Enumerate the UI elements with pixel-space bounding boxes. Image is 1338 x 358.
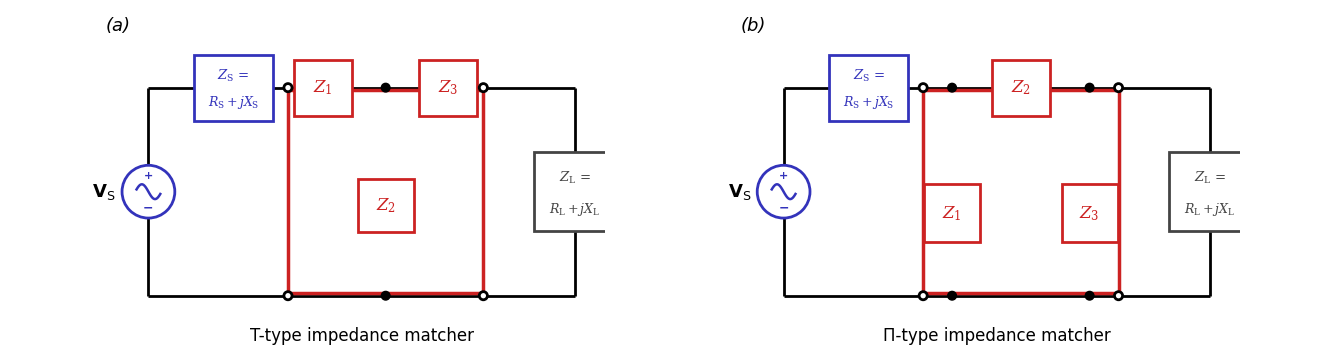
FancyBboxPatch shape <box>1169 153 1251 231</box>
Circle shape <box>919 292 927 300</box>
Circle shape <box>947 83 957 92</box>
FancyBboxPatch shape <box>830 55 909 121</box>
FancyBboxPatch shape <box>294 60 352 116</box>
Circle shape <box>1115 84 1123 92</box>
Text: (b): (b) <box>740 16 765 35</box>
Text: −: − <box>779 201 789 214</box>
FancyBboxPatch shape <box>923 90 1119 293</box>
Text: $Z_3$: $Z_3$ <box>438 78 459 97</box>
Text: $Z_\mathrm{S}$ =: $Z_\mathrm{S}$ = <box>217 68 249 84</box>
Text: +: + <box>143 171 153 181</box>
Circle shape <box>919 84 927 92</box>
FancyBboxPatch shape <box>194 55 273 121</box>
Text: $Z_\mathrm{L}$ =: $Z_\mathrm{L}$ = <box>1193 170 1226 187</box>
Circle shape <box>381 291 389 300</box>
Text: $Z_\mathrm{L}$ =: $Z_\mathrm{L}$ = <box>559 170 590 187</box>
Text: $R_\mathrm{S}+jX_\mathrm{S}$: $R_\mathrm{S}+jX_\mathrm{S}$ <box>207 94 260 111</box>
FancyBboxPatch shape <box>991 60 1050 116</box>
Text: $Z_2$: $Z_2$ <box>1010 78 1030 97</box>
Text: $Z_\mathrm{S}$ =: $Z_\mathrm{S}$ = <box>852 68 884 84</box>
FancyBboxPatch shape <box>925 184 979 242</box>
Text: $Z_2$: $Z_2$ <box>376 196 396 215</box>
Circle shape <box>1085 291 1094 300</box>
Circle shape <box>479 84 487 92</box>
Text: $\mathbf{V}_\mathrm{S}$: $\mathbf{V}_\mathrm{S}$ <box>92 182 116 202</box>
Text: Π-type impedance matcher: Π-type impedance matcher <box>883 327 1111 345</box>
Circle shape <box>381 83 389 92</box>
FancyBboxPatch shape <box>534 153 615 231</box>
Text: $Z_3$: $Z_3$ <box>1080 204 1100 223</box>
FancyBboxPatch shape <box>1061 184 1117 242</box>
Circle shape <box>947 291 957 300</box>
Text: $Z_1$: $Z_1$ <box>942 204 962 223</box>
Text: +: + <box>779 171 788 181</box>
Circle shape <box>1085 83 1094 92</box>
Text: (a): (a) <box>106 16 130 35</box>
Circle shape <box>1115 292 1123 300</box>
FancyBboxPatch shape <box>288 90 483 293</box>
Text: $R_\mathrm{L}+jX_\mathrm{L}$: $R_\mathrm{L}+jX_\mathrm{L}$ <box>1184 201 1235 218</box>
Circle shape <box>284 84 292 92</box>
Text: −: − <box>143 201 154 214</box>
Text: T-type impedance matcher: T-type impedance matcher <box>250 327 474 345</box>
Text: $Z_1$: $Z_1$ <box>313 78 333 97</box>
Text: $R_\mathrm{L}+jX_\mathrm{L}$: $R_\mathrm{L}+jX_\mathrm{L}$ <box>549 201 601 218</box>
FancyBboxPatch shape <box>357 179 413 232</box>
Circle shape <box>284 292 292 300</box>
Text: $R_\mathrm{S}+jX_\mathrm{S}$: $R_\mathrm{S}+jX_\mathrm{S}$ <box>843 94 894 111</box>
FancyBboxPatch shape <box>419 60 478 116</box>
Text: $\mathbf{V}_\mathrm{S}$: $\mathbf{V}_\mathrm{S}$ <box>728 182 751 202</box>
Circle shape <box>479 292 487 300</box>
